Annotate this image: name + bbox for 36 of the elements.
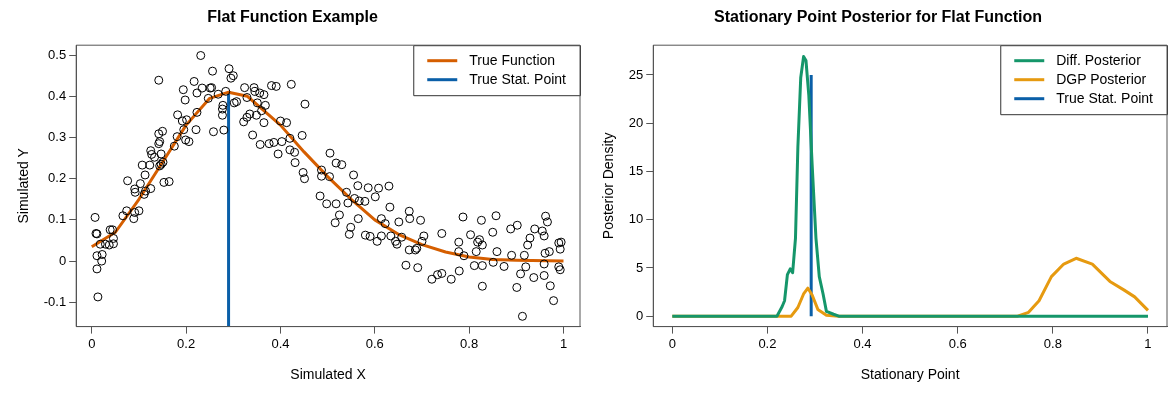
- x-tick-label: 0.6: [948, 335, 967, 351]
- x-tick-label: 0.8: [460, 335, 479, 351]
- y-tick-label: 0.4: [48, 87, 67, 103]
- y-tick-label: 0: [636, 307, 644, 323]
- y-tick-label: 5: [636, 259, 644, 275]
- x-tick-label: 0.4: [271, 335, 290, 351]
- legend-label: DGP Posterior: [1056, 70, 1147, 87]
- legend-label: Diff. Posterior: [1056, 51, 1142, 68]
- y-tick-label: 0: [58, 252, 67, 268]
- x-tick-label: 0: [88, 335, 96, 351]
- chart-title: Stationary Point Posterior for Flat Function: [713, 8, 1043, 26]
- y-tick-label: 20: [628, 114, 644, 130]
- x-tick-label: 0.2: [758, 335, 777, 351]
- chart-title: Flat Function Example: [207, 8, 378, 26]
- y-tick-label: -0.1: [43, 293, 67, 309]
- y-tick-label: 0.3: [48, 129, 67, 145]
- x-tick-label: 0: [668, 335, 676, 351]
- x-axis-title: Simulated X: [290, 366, 367, 383]
- y-tick-label: 10: [628, 211, 644, 227]
- y-tick-label: 15: [628, 163, 644, 178]
- x-tick-label: 1: [1144, 335, 1152, 351]
- x-tick-label: 0.6: [365, 335, 384, 351]
- y-tick-label: 0.5: [48, 46, 67, 62]
- y-tick-label: 0.1: [48, 211, 67, 227]
- legend-label: True Stat. Point: [469, 70, 567, 87]
- y-tick-label: 25: [628, 66, 644, 82]
- y-axis-title: Simulated Y: [15, 147, 32, 224]
- x-tick-label: 0.4: [853, 335, 872, 351]
- y-tick-label: 0.2: [48, 170, 67, 186]
- x-axis-title: Stationary Point: [860, 366, 960, 383]
- legend-label: True Stat. Point: [1056, 89, 1154, 106]
- x-tick-label: 0.2: [177, 335, 196, 351]
- x-tick-label: 0.8: [1043, 335, 1062, 351]
- y-axis-title: Posterior Density: [600, 132, 617, 240]
- x-tick-label: 1: [559, 335, 568, 351]
- legend-label: True Function: [469, 51, 556, 68]
